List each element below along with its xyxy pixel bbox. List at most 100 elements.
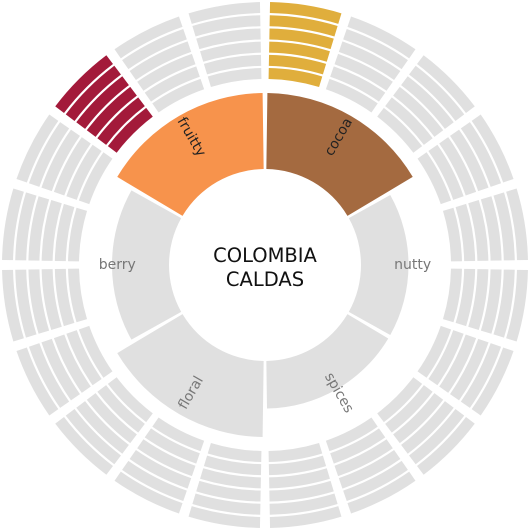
outer-band [385, 97, 433, 145]
outer-band [68, 207, 88, 262]
outer-band [152, 417, 205, 452]
inner-segment-nutty[interactable] [348, 194, 409, 336]
outer-sector-14[interactable] [2, 268, 88, 342]
outer-band [471, 347, 514, 416]
outer-band [480, 269, 502, 334]
outer-band [269, 493, 338, 515]
outer-band [16, 114, 59, 183]
outer-band [450, 129, 489, 192]
outer-band [28, 122, 70, 187]
outer-band [428, 330, 464, 386]
outer-band [41, 200, 62, 261]
outer-sector-1[interactable] [325, 16, 416, 113]
outer-band [53, 137, 91, 196]
outer-band [107, 377, 153, 423]
outer-band [417, 417, 475, 475]
outer-band [28, 196, 50, 261]
inner-label-berry: berry [99, 257, 136, 273]
outer-band [200, 468, 261, 489]
outer-sector-9[interactable] [268, 442, 342, 528]
outer-band [78, 152, 113, 205]
outer-band [506, 269, 528, 342]
outer-band [68, 268, 88, 323]
outer-band [86, 86, 137, 137]
outer-band [200, 41, 261, 62]
outer-band [330, 428, 386, 464]
outer-sector-0[interactable] [268, 2, 342, 88]
outer-band [417, 152, 452, 205]
outer-sector-12[interactable] [55, 377, 153, 475]
outer-band [417, 325, 452, 378]
inner-segment-floral[interactable] [117, 314, 264, 437]
outer-band [55, 55, 113, 113]
outer-band [129, 41, 192, 80]
outer-sector-6[interactable] [417, 325, 514, 416]
outer-band [196, 28, 261, 50]
outer-sector-10[interactable] [188, 442, 262, 528]
outer-band [53, 334, 91, 393]
outer-band [269, 506, 342, 528]
outer-band [439, 137, 477, 196]
outer-band [269, 480, 334, 502]
outer-band [107, 107, 153, 153]
outer-band [16, 347, 59, 416]
outer-band [78, 325, 113, 378]
outer-sector-5[interactable] [442, 268, 528, 342]
outer-sector-7[interactable] [377, 377, 475, 475]
outer-band [192, 15, 261, 37]
outer-band [343, 28, 408, 70]
outer-band [122, 28, 187, 70]
outer-band [269, 28, 334, 50]
outer-band [450, 338, 489, 401]
outer-band [393, 393, 444, 444]
outer-sector-15[interactable] [2, 188, 88, 262]
outer-band [334, 53, 393, 91]
inner-segment-berry[interactable] [111, 190, 182, 340]
outer-sector-2[interactable] [377, 55, 475, 153]
outer-band [471, 114, 514, 183]
outer-band [439, 334, 477, 393]
outer-band [144, 428, 200, 464]
outer-band [192, 493, 261, 515]
outer-sector-16[interactable] [16, 114, 113, 205]
outer-band [409, 65, 465, 121]
outer-band [268, 54, 327, 75]
center-label: COLOMBIA CALDAS [213, 244, 317, 291]
outer-band [97, 97, 145, 145]
inner-segment-spices[interactable] [266, 314, 389, 409]
outer-band [76, 401, 129, 454]
outer-band [269, 15, 338, 37]
outer-sector-19[interactable] [188, 2, 262, 88]
outer-band [55, 417, 113, 475]
outer-band [268, 455, 327, 476]
outer-band [428, 144, 464, 200]
outer-sector-3[interactable] [417, 114, 514, 205]
outer-sector-8[interactable] [325, 417, 416, 514]
outer-sector-4[interactable] [442, 188, 528, 262]
outer-band [65, 409, 121, 465]
outer-band [385, 385, 433, 433]
outer-band [325, 78, 378, 113]
outer-sector-13[interactable] [16, 325, 113, 416]
center-title-line1: COLOMBIA [213, 244, 317, 267]
outer-band [188, 506, 261, 528]
outer-band [330, 66, 386, 102]
outer-band [137, 53, 196, 91]
outer-sector-11[interactable] [114, 417, 205, 514]
outer-band [54, 268, 75, 327]
outer-sector-18[interactable] [114, 16, 205, 113]
inner-segment-fruitty[interactable] [117, 93, 264, 216]
outer-band [203, 455, 262, 476]
outer-band [41, 338, 80, 401]
outer-band [97, 385, 145, 433]
outer-band [460, 343, 502, 408]
outer-band [269, 468, 330, 489]
outer-band [144, 66, 200, 102]
outer-sector-17[interactable] [55, 55, 153, 153]
outer-band [15, 192, 37, 261]
outer-band [468, 200, 489, 261]
outer-band [417, 55, 475, 113]
inner-segment-cocoa[interactable] [266, 93, 413, 216]
